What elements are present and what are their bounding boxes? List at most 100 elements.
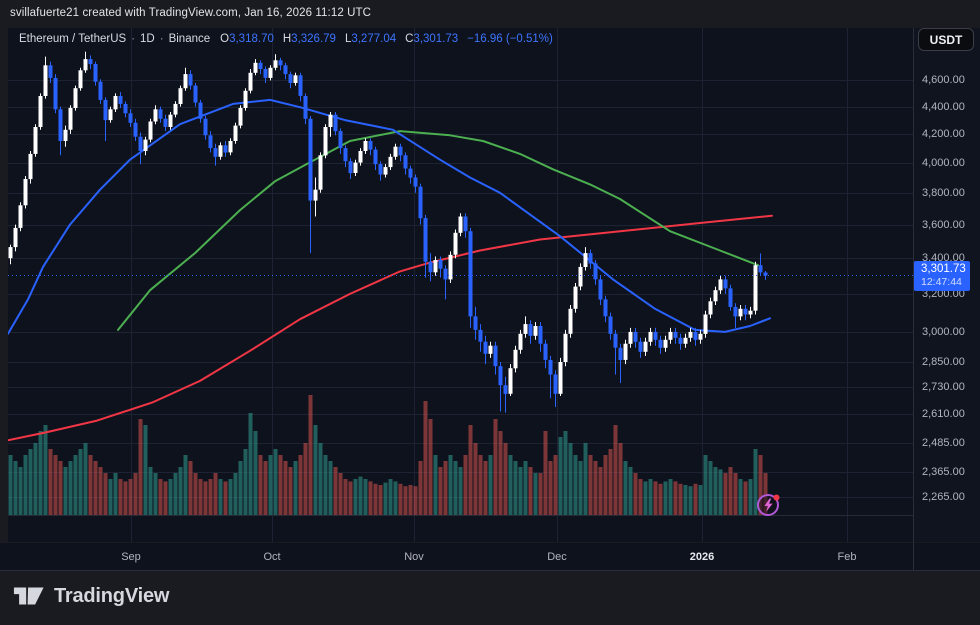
currency-toggle-button[interactable]: USDT [918,28,974,51]
volume-bar [543,431,548,515]
candle-body [108,109,113,121]
candle-body [753,265,758,311]
volume-bar [618,443,623,515]
volume-bar [558,437,563,515]
volume-bar [123,481,128,515]
candle-body [138,136,143,151]
volume-bar [253,431,258,515]
time-axis[interactable]: Sep Oct Nov Dec 2026 Feb [0,543,980,571]
volume-bar [78,449,83,515]
candle-body [468,231,473,317]
volume-bar [28,449,33,515]
volume-bar [23,455,28,515]
candle-body [593,263,598,280]
volume-bar [433,455,438,515]
volume-bar [398,483,403,515]
ma-mid-green [117,130,759,331]
volume-bar [598,467,603,515]
ohlc-pair: C3,301.73 [405,33,459,45]
candle-body [603,299,608,317]
candle-body [328,114,333,127]
volume-bar [413,486,418,515]
candle-body [238,107,243,126]
lightning-icon [757,494,780,516]
volume-bar [168,479,173,515]
chart-pane[interactable] [8,28,913,542]
volume-bar [623,461,628,515]
candle-body [133,122,138,137]
candle-body [758,265,763,273]
volume-bar [533,473,538,515]
candle-body [248,72,253,91]
volume-bar [678,483,683,515]
candle-body [263,69,268,78]
candle-body [748,310,753,315]
price-tick-label: 4,200.00 [922,128,965,140]
volume-bar [493,419,498,515]
volume-bar [408,485,413,515]
volume-bar [658,483,663,515]
symbol-legend[interactable]: Ethereum / TetherUS · 1D · Binance O3,31… [19,31,553,47]
candle-body [363,141,368,151]
volume-bar [383,482,388,515]
price-chart-canvas[interactable] [8,28,913,542]
volume-bar [633,473,638,515]
candle-body [338,131,343,149]
volume-bar [753,449,758,515]
tradingview-logo[interactable]: TradingView [13,584,169,608]
volume-bar [148,467,153,515]
candle-body [183,74,188,89]
candle-body [368,141,373,150]
price-tick-label: 3,000.00 [922,326,965,338]
candle-body [88,59,93,65]
volume-bar [53,455,58,515]
volume-bar [283,461,288,515]
volume-bar [113,473,118,515]
candle-body [63,129,68,141]
candle-body [348,161,353,174]
volume-bar [573,455,578,515]
spark-replay-button[interactable] [755,491,783,519]
axis-separator [913,28,914,571]
volume-bar [568,443,573,515]
volume-bar [428,419,433,515]
volume-bar [553,455,558,515]
candle-body [293,75,298,83]
volume-bar [603,455,608,515]
volume-bar [443,461,448,515]
candle-body [698,333,703,340]
ohlc-pair: L3,277.04 [344,33,397,45]
candle-body [543,343,548,360]
candle-body [233,125,238,141]
price-tick-label: 3,800.00 [922,187,965,199]
legend-separator: · [131,33,136,45]
price-tick-label: 2,610.00 [922,408,965,420]
volume-bar [608,449,613,515]
volume-bar [468,425,473,515]
candle-body [113,96,118,110]
candle-body [8,247,13,259]
symbol-title[interactable]: Ethereum / TetherUS [19,33,127,45]
pane-divider[interactable] [8,515,980,516]
candle-body [223,145,228,153]
volume-bar [163,481,168,515]
interval-label[interactable]: 1D [140,33,155,45]
candle-body [673,331,678,338]
candle-body [308,118,313,201]
candle-body [453,232,458,255]
volume-bar [68,461,73,515]
candle-body [403,155,408,169]
candle-body [78,70,83,89]
candle-body [733,306,738,317]
volume-bar [763,473,768,515]
last-price-label: 3,301.73 12:47:44 [914,261,970,291]
volume-bar [63,467,68,515]
volume-bar [508,455,513,515]
legend-separator: · [159,33,164,45]
candle-body [583,253,588,267]
volume-bar [223,481,228,515]
candle-body [218,145,223,157]
volume-bar [388,479,393,515]
volume-bar [643,481,648,515]
volume-bar [213,473,218,515]
